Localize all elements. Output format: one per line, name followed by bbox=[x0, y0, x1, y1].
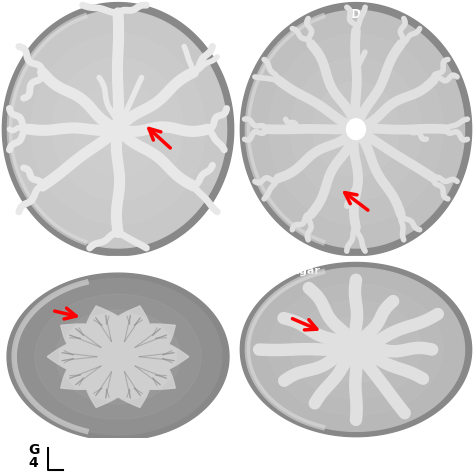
Polygon shape bbox=[118, 356, 175, 389]
Polygon shape bbox=[68, 325, 94, 340]
Polygon shape bbox=[68, 374, 94, 388]
Polygon shape bbox=[66, 365, 87, 386]
Polygon shape bbox=[115, 384, 143, 401]
Polygon shape bbox=[240, 263, 472, 437]
Polygon shape bbox=[118, 341, 189, 373]
Polygon shape bbox=[93, 384, 121, 401]
Polygon shape bbox=[157, 344, 176, 364]
Polygon shape bbox=[247, 268, 465, 431]
Polygon shape bbox=[2, 2, 234, 256]
Text: D: D bbox=[351, 8, 361, 21]
Polygon shape bbox=[247, 10, 465, 248]
Polygon shape bbox=[126, 383, 149, 399]
Polygon shape bbox=[108, 357, 150, 407]
Polygon shape bbox=[142, 374, 168, 388]
Polygon shape bbox=[157, 350, 176, 370]
Polygon shape bbox=[86, 357, 128, 407]
Polygon shape bbox=[142, 325, 168, 340]
Polygon shape bbox=[87, 315, 110, 331]
Polygon shape bbox=[14, 279, 222, 435]
Polygon shape bbox=[61, 356, 118, 389]
Polygon shape bbox=[60, 350, 79, 370]
Polygon shape bbox=[61, 324, 118, 358]
Polygon shape bbox=[47, 341, 118, 373]
Polygon shape bbox=[149, 327, 170, 348]
Polygon shape bbox=[240, 2, 472, 256]
Polygon shape bbox=[346, 119, 365, 139]
Polygon shape bbox=[118, 324, 175, 358]
Polygon shape bbox=[149, 365, 170, 386]
Text: 4: 4 bbox=[28, 456, 38, 471]
Polygon shape bbox=[9, 10, 227, 248]
Polygon shape bbox=[7, 273, 229, 440]
Text: G: G bbox=[28, 443, 40, 457]
Text: B: B bbox=[113, 8, 123, 21]
Polygon shape bbox=[93, 313, 121, 329]
Polygon shape bbox=[126, 315, 149, 331]
Polygon shape bbox=[66, 327, 87, 348]
Text: E  BM2 Agar: E BM2 Agar bbox=[5, 266, 81, 276]
Polygon shape bbox=[115, 313, 143, 329]
Polygon shape bbox=[108, 306, 150, 357]
Polygon shape bbox=[86, 306, 128, 357]
Polygon shape bbox=[87, 383, 110, 399]
Polygon shape bbox=[60, 344, 79, 364]
Text: F  PGM Agar: F PGM Agar bbox=[243, 266, 319, 276]
